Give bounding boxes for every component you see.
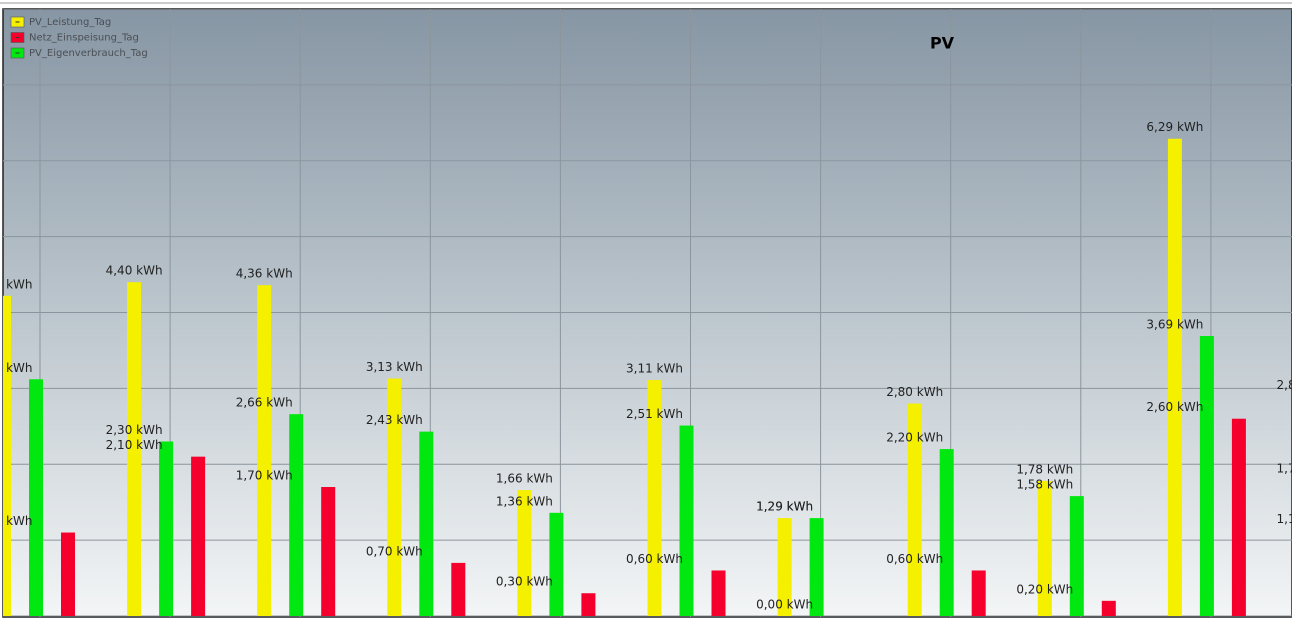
bar xyxy=(679,425,694,616)
bar xyxy=(3,295,11,616)
bar xyxy=(907,403,922,616)
bar xyxy=(549,512,564,616)
value-label: 2,10 kWh xyxy=(106,438,163,452)
value-label: 0,70 kWh xyxy=(366,544,423,558)
bar xyxy=(321,487,336,616)
bar xyxy=(257,285,272,616)
bar xyxy=(1069,496,1084,616)
bar xyxy=(1101,600,1116,616)
value-label: 1,36 kWh xyxy=(496,494,553,508)
value-label: 2,60 kWh xyxy=(1146,400,1203,414)
value-label: 3,13 kWh xyxy=(366,360,423,374)
value-label: 2,51 kWh xyxy=(626,407,683,421)
value-label: 0,30 kWh xyxy=(496,575,553,589)
value-label: 0,60 kWh xyxy=(626,552,683,566)
plot: 4,22 kWh 4,40 kWh 4,36 kWh 3,13 kWh 1,66 kWh… xyxy=(0,9,1292,617)
value-label: 1,66 kWh xyxy=(496,472,553,486)
chart-title: PV xyxy=(930,34,955,53)
value-label: 2,30 kWh xyxy=(106,423,163,437)
value-label: 4,36 kWh xyxy=(236,267,293,281)
bar xyxy=(517,490,532,616)
value-label: 1,78 kWh xyxy=(1016,462,1073,476)
value-label: 2,43 kWh xyxy=(366,413,423,427)
value-label: 3,11 kWh xyxy=(626,362,683,376)
bar xyxy=(647,380,662,616)
value-label: 2,89 kWh xyxy=(1277,378,1292,392)
value-label: 1,10 kWh xyxy=(0,514,32,528)
bar xyxy=(1167,138,1182,616)
bar xyxy=(127,282,142,616)
bar xyxy=(419,431,434,616)
value-label: 2,66 kWh xyxy=(236,396,293,410)
bar xyxy=(289,414,304,616)
value-label: 4,40 kWh xyxy=(106,264,163,278)
value-label: 1,29 kWh xyxy=(756,500,813,514)
bar xyxy=(61,532,75,616)
value-label: 1,29 kWh xyxy=(756,500,813,514)
bar xyxy=(971,570,986,616)
value-label: 3,69 kWh xyxy=(1146,318,1203,332)
value-label: 4,22 kWh xyxy=(0,277,32,291)
value-label: 2,20 kWh xyxy=(886,431,943,445)
bar xyxy=(387,378,402,616)
value-label: 6,29 kWh xyxy=(1146,120,1203,134)
bar xyxy=(1199,336,1214,616)
bar xyxy=(1037,480,1052,616)
bar xyxy=(1231,418,1246,616)
legend-label: PV_Eigenverbrauch_Tag xyxy=(29,48,148,59)
bar xyxy=(159,441,174,616)
bar xyxy=(809,518,824,616)
value-label: 1,70 kWh xyxy=(236,469,293,483)
bar xyxy=(581,593,596,616)
value-label: 1,13 kWh xyxy=(1277,512,1292,526)
legend: PV_Leistung_Tag Netz_Einspeisung_Tag PV_Ei… xyxy=(10,16,148,59)
value-label: 3,12 kWh xyxy=(0,361,32,375)
value-label: 1,58 kWh xyxy=(1016,478,1073,492)
bar xyxy=(29,379,43,616)
bar xyxy=(451,562,466,616)
legend-label: Netz_Einspeisung_Tag xyxy=(29,33,139,44)
value-label: 2,80 kWh xyxy=(886,385,943,399)
bar xyxy=(711,570,726,616)
value-label: 0,60 kWh xyxy=(886,552,943,566)
bar xyxy=(939,449,954,616)
bar xyxy=(191,456,206,616)
bar xyxy=(777,518,792,616)
value-label: 1,79 kWh xyxy=(1277,462,1292,476)
value-label: 0,20 kWh xyxy=(1016,582,1073,596)
legend-label: PV_Leistung_Tag xyxy=(29,17,111,28)
value-label: 0,00 kWh xyxy=(756,598,813,612)
